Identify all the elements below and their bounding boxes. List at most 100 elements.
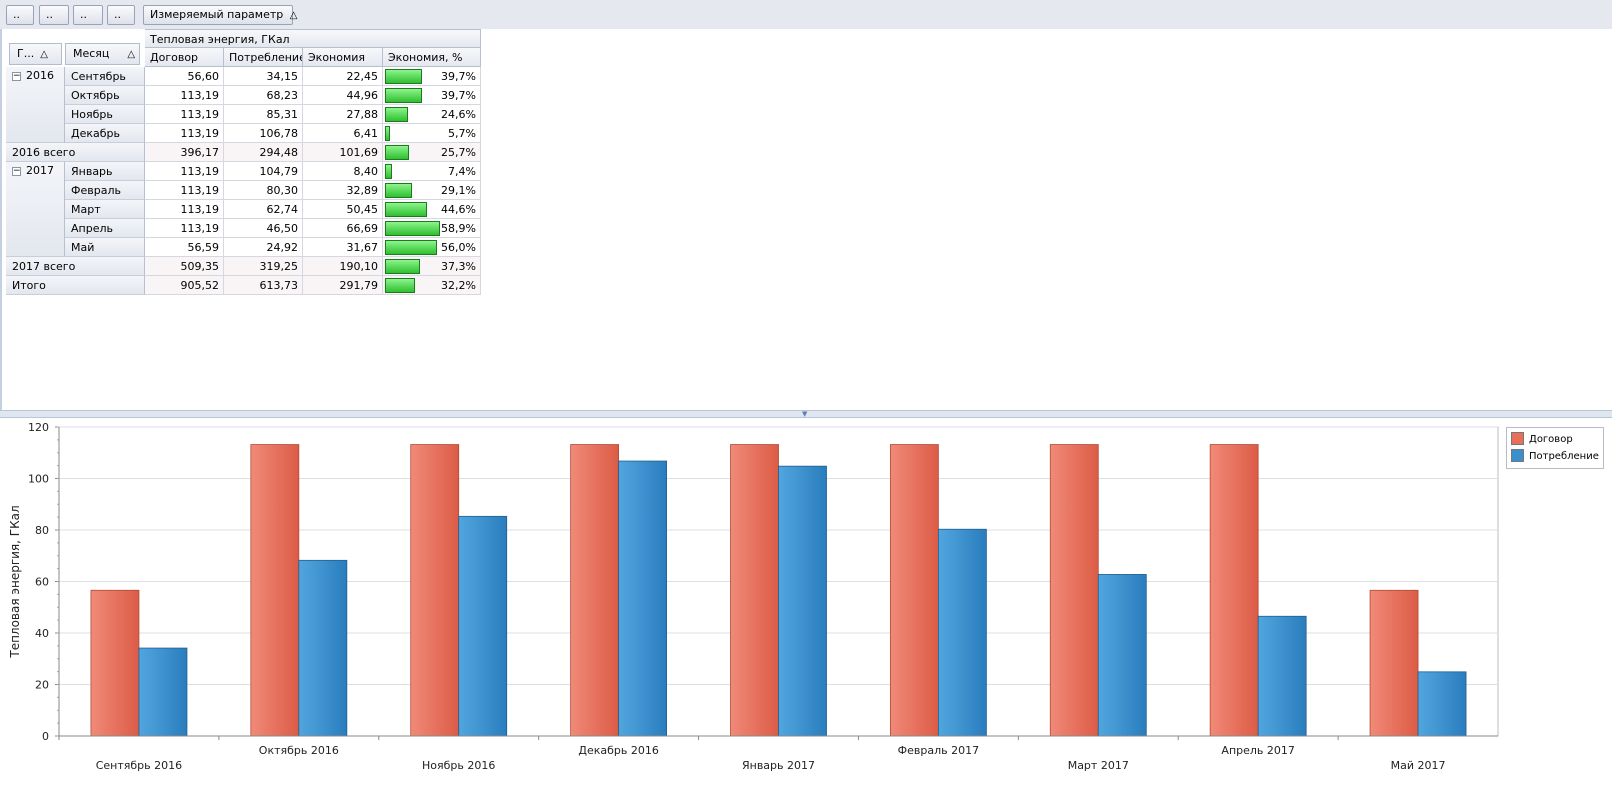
data-cell-consumption[interactable]: 80,30 — [224, 181, 303, 200]
column-header-saving-percent[interactable]: Экономия, % — [383, 48, 481, 67]
y-tick-label: 80 — [35, 524, 49, 537]
data-cell-contract[interactable]: 396,17 — [145, 143, 224, 162]
month-row-header[interactable]: Сентябрь — [65, 67, 145, 86]
sort-asc-icon: △ — [40, 49, 48, 60]
percent-data-bar — [385, 126, 390, 141]
data-cell-saving[interactable]: 22,45 — [303, 67, 383, 86]
percent-data-bar — [385, 107, 408, 122]
data-cell-saving-percent[interactable]: 58,9% — [383, 219, 481, 238]
percent-data-bar — [385, 183, 412, 198]
data-cell-saving[interactable]: 291,79 — [303, 276, 383, 295]
x-tick-label: Декабрь 2016 — [578, 744, 659, 757]
data-cell-saving[interactable]: 27,88 — [303, 105, 383, 124]
filter-button-4[interactable]: .. — [107, 5, 135, 25]
filter-button-3[interactable]: .. — [73, 5, 103, 25]
data-cell-saving[interactable]: 50,45 — [303, 200, 383, 219]
data-cell-consumption[interactable]: 106,78 — [224, 124, 303, 143]
column-header-consumption[interactable]: Потребление — [224, 48, 303, 67]
percent-text: 25,7% — [441, 146, 476, 159]
data-cell-saving-percent[interactable]: 7,4% — [383, 162, 481, 181]
month-row-header[interactable]: Март — [65, 200, 145, 219]
data-cell-saving[interactable]: 66,69 — [303, 219, 383, 238]
data-cell-saving-percent[interactable]: 24,6% — [383, 105, 481, 124]
percent-data-bar — [385, 221, 440, 236]
data-cell-consumption[interactable]: 613,73 — [224, 276, 303, 295]
grand-total-row-header[interactable]: Итого — [6, 276, 145, 295]
data-cell-consumption[interactable]: 104,79 — [224, 162, 303, 181]
filter-button-1[interactable]: .. — [6, 5, 34, 25]
data-cell-saving-percent[interactable]: 29,1% — [383, 181, 481, 200]
splitter[interactable]: ▼ — [0, 410, 1612, 418]
data-cell-saving[interactable]: 190,10 — [303, 257, 383, 276]
collapse-icon: − — [12, 71, 21, 81]
row-header-year[interactable]: Г... △ — [9, 43, 62, 65]
data-cell-consumption[interactable]: 85,31 — [224, 105, 303, 124]
data-cell-contract[interactable]: 905,52 — [145, 276, 224, 295]
data-cell-consumption[interactable]: 34,15 — [224, 67, 303, 86]
data-cell-saving[interactable]: 101,69 — [303, 143, 383, 162]
column-header-contract[interactable]: Договор — [145, 48, 224, 67]
column-header-saving[interactable]: Экономия — [303, 48, 383, 67]
data-cell-saving[interactable]: 8,40 — [303, 162, 383, 181]
percent-text: 56,0% — [441, 241, 476, 254]
year-total-row-header[interactable]: 2017 всего — [6, 257, 145, 276]
data-cell-saving[interactable]: 32,89 — [303, 181, 383, 200]
y-tick-label: 0 — [42, 730, 49, 743]
bar-consumption — [618, 460, 668, 737]
data-cell-saving[interactable]: 31,67 — [303, 238, 383, 257]
data-cell-contract[interactable]: 509,35 — [145, 257, 224, 276]
data-cell-contract[interactable]: 113,19 — [145, 124, 224, 143]
y-tick-label: 60 — [35, 576, 49, 589]
year-group-header[interactable]: −2016 — [6, 67, 65, 143]
pivot-header-area: .. .. .. .. Измеряемый параметр △ — [0, 0, 1612, 30]
collapse-arrow-icon[interactable]: ▼ — [802, 410, 808, 418]
month-row-header[interactable]: Апрель — [65, 219, 145, 238]
month-row-header[interactable]: Декабрь — [65, 124, 145, 143]
data-cell-saving-percent[interactable]: 25,7% — [383, 143, 481, 162]
data-cell-consumption[interactable]: 46,50 — [224, 219, 303, 238]
data-cell-saving-percent[interactable]: 44,6% — [383, 200, 481, 219]
year-group-header[interactable]: −2017 — [6, 162, 65, 257]
month-row-header[interactable]: Февраль — [65, 181, 145, 200]
month-row-header[interactable]: Октябрь — [65, 86, 145, 105]
data-cell-saving-percent[interactable]: 5,7% — [383, 124, 481, 143]
data-cell-saving-percent[interactable]: 39,7% — [383, 86, 481, 105]
y-tick-label: 120 — [28, 421, 49, 434]
legend-swatch-contract — [1511, 432, 1524, 445]
data-cell-contract[interactable]: 113,19 — [145, 162, 224, 181]
bar-contract — [410, 444, 460, 737]
data-cell-contract[interactable]: 56,59 — [145, 238, 224, 257]
data-cell-contract[interactable]: 113,19 — [145, 181, 224, 200]
percent-text: 39,7% — [441, 89, 476, 102]
data-cell-saving[interactable]: 44,96 — [303, 86, 383, 105]
data-cell-consumption[interactable]: 68,23 — [224, 86, 303, 105]
data-cell-saving-percent[interactable]: 39,7% — [383, 67, 481, 86]
data-cell-consumption[interactable]: 319,25 — [224, 257, 303, 276]
year-total-row-header[interactable]: 2016 всего — [6, 143, 145, 162]
bar-contract — [250, 444, 300, 737]
measure-parameter-button[interactable]: Измеряемый параметр △ — [143, 5, 297, 25]
data-cell-saving[interactable]: 6,41 — [303, 124, 383, 143]
data-cell-consumption[interactable]: 24,92 — [224, 238, 303, 257]
month-row-header[interactable]: Ноябрь — [65, 105, 145, 124]
data-cell-consumption[interactable]: 294,48 — [224, 143, 303, 162]
data-cell-contract[interactable]: 56,60 — [145, 67, 224, 86]
filter-button-2[interactable]: .. — [39, 5, 69, 25]
data-cell-saving-percent[interactable]: 32,2% — [383, 276, 481, 295]
percent-data-bar — [385, 164, 392, 179]
data-cell-contract[interactable]: 113,19 — [145, 200, 224, 219]
data-cell-contract[interactable]: 113,19 — [145, 219, 224, 238]
month-row-header[interactable]: Май — [65, 238, 145, 257]
legend-label-consumption: Потребление — [1529, 451, 1599, 462]
data-cell-contract[interactable]: 113,19 — [145, 105, 224, 124]
data-cell-consumption[interactable]: 62,74 — [224, 200, 303, 219]
month-row-header[interactable]: Январь — [65, 162, 145, 181]
data-cell-saving-percent[interactable]: 56,0% — [383, 238, 481, 257]
data-cell-saving-percent[interactable]: 37,3% — [383, 257, 481, 276]
percent-data-bar — [385, 259, 420, 274]
data-cell-contract[interactable]: 113,19 — [145, 86, 224, 105]
percent-text: 32,2% — [441, 279, 476, 292]
percent-data-bar — [385, 240, 437, 255]
percent-data-bar — [385, 69, 422, 84]
row-header-month[interactable]: Месяц △ — [65, 43, 140, 65]
